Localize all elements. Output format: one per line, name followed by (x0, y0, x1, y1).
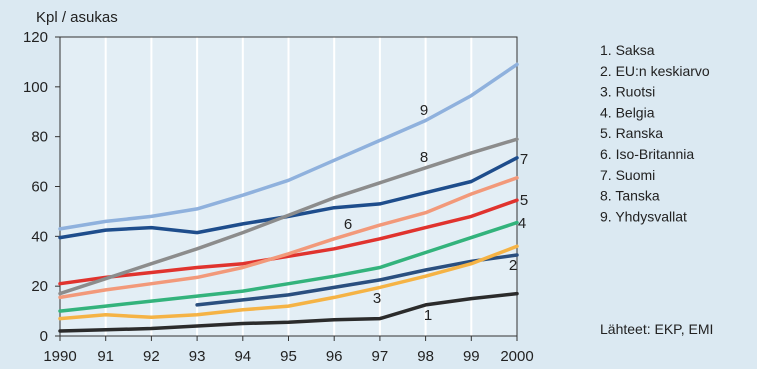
y-tick-label: 20 (31, 278, 48, 295)
series-label-6: 6 (344, 216, 352, 233)
x-tick-label: 98 (417, 348, 434, 365)
source-note: Lähteet: EKP, EMI (600, 321, 713, 337)
legend-item-6: 6. Iso-Britannia (600, 146, 694, 162)
x-tick-label: 92 (143, 348, 160, 365)
x-tick-label: 94 (234, 348, 251, 365)
legend-item-2: 2. EU:n keskiarvo (600, 63, 710, 79)
series-label-2: 2 (509, 257, 517, 274)
x-tick-label: 91 (97, 348, 114, 365)
series-label-5: 5 (520, 192, 528, 209)
series-label-3: 3 (373, 290, 381, 307)
series-line-6 (58, 176, 519, 300)
x-tick-label: 93 (189, 348, 206, 365)
series-line-8 (58, 137, 519, 296)
x-tick-label: 1990 (43, 348, 76, 365)
x-tick-label: 97 (372, 348, 389, 365)
series-line-9 (58, 62, 519, 231)
legend-item-4: 4. Belgia (600, 104, 655, 120)
legend-item-9: 9. Yhdysvallat (600, 208, 687, 224)
series-label-8: 8 (420, 149, 428, 166)
x-tick-label: 96 (326, 348, 343, 365)
series-label-7: 7 (520, 151, 528, 168)
y-tick-label: 40 (31, 228, 48, 245)
series-labels: 1 2 3 4 5 6 7 8 9 (344, 102, 528, 324)
series-line-5 (58, 198, 519, 286)
y-tick-label: 60 (31, 179, 48, 196)
legend-item-3: 3. Ruotsi (600, 84, 655, 100)
x-tick-label: 95 (280, 348, 297, 365)
series-label-4: 4 (518, 215, 526, 232)
legend: 1. Saksa 2. EU:n keskiarvo 3. Ruotsi 4. Bel… (600, 42, 710, 224)
series-line-1 (58, 291, 519, 333)
y-tick-label: 120 (23, 29, 48, 46)
legend-item-8: 8. Tanska (600, 188, 660, 204)
series-line-4 (58, 220, 519, 313)
series-lines (58, 62, 519, 333)
series-line-2 (195, 253, 519, 307)
y-tick-label: 80 (31, 129, 48, 146)
x-tick-label: 2000 (500, 348, 533, 365)
y-axis-title: Kpl / asukas (36, 9, 118, 26)
series-label-1: 1 (424, 307, 432, 324)
series-label-9: 9 (420, 102, 428, 119)
series-line-3 (58, 244, 519, 321)
y-tick-label: 0 (40, 328, 48, 345)
legend-item-7: 7. Suomi (600, 167, 655, 183)
legend-item-1: 1. Saksa (600, 42, 655, 58)
legend-item-5: 5. Ranska (600, 125, 663, 141)
y-tick-label: 100 (23, 79, 48, 96)
x-tick-label: 99 (463, 348, 480, 365)
